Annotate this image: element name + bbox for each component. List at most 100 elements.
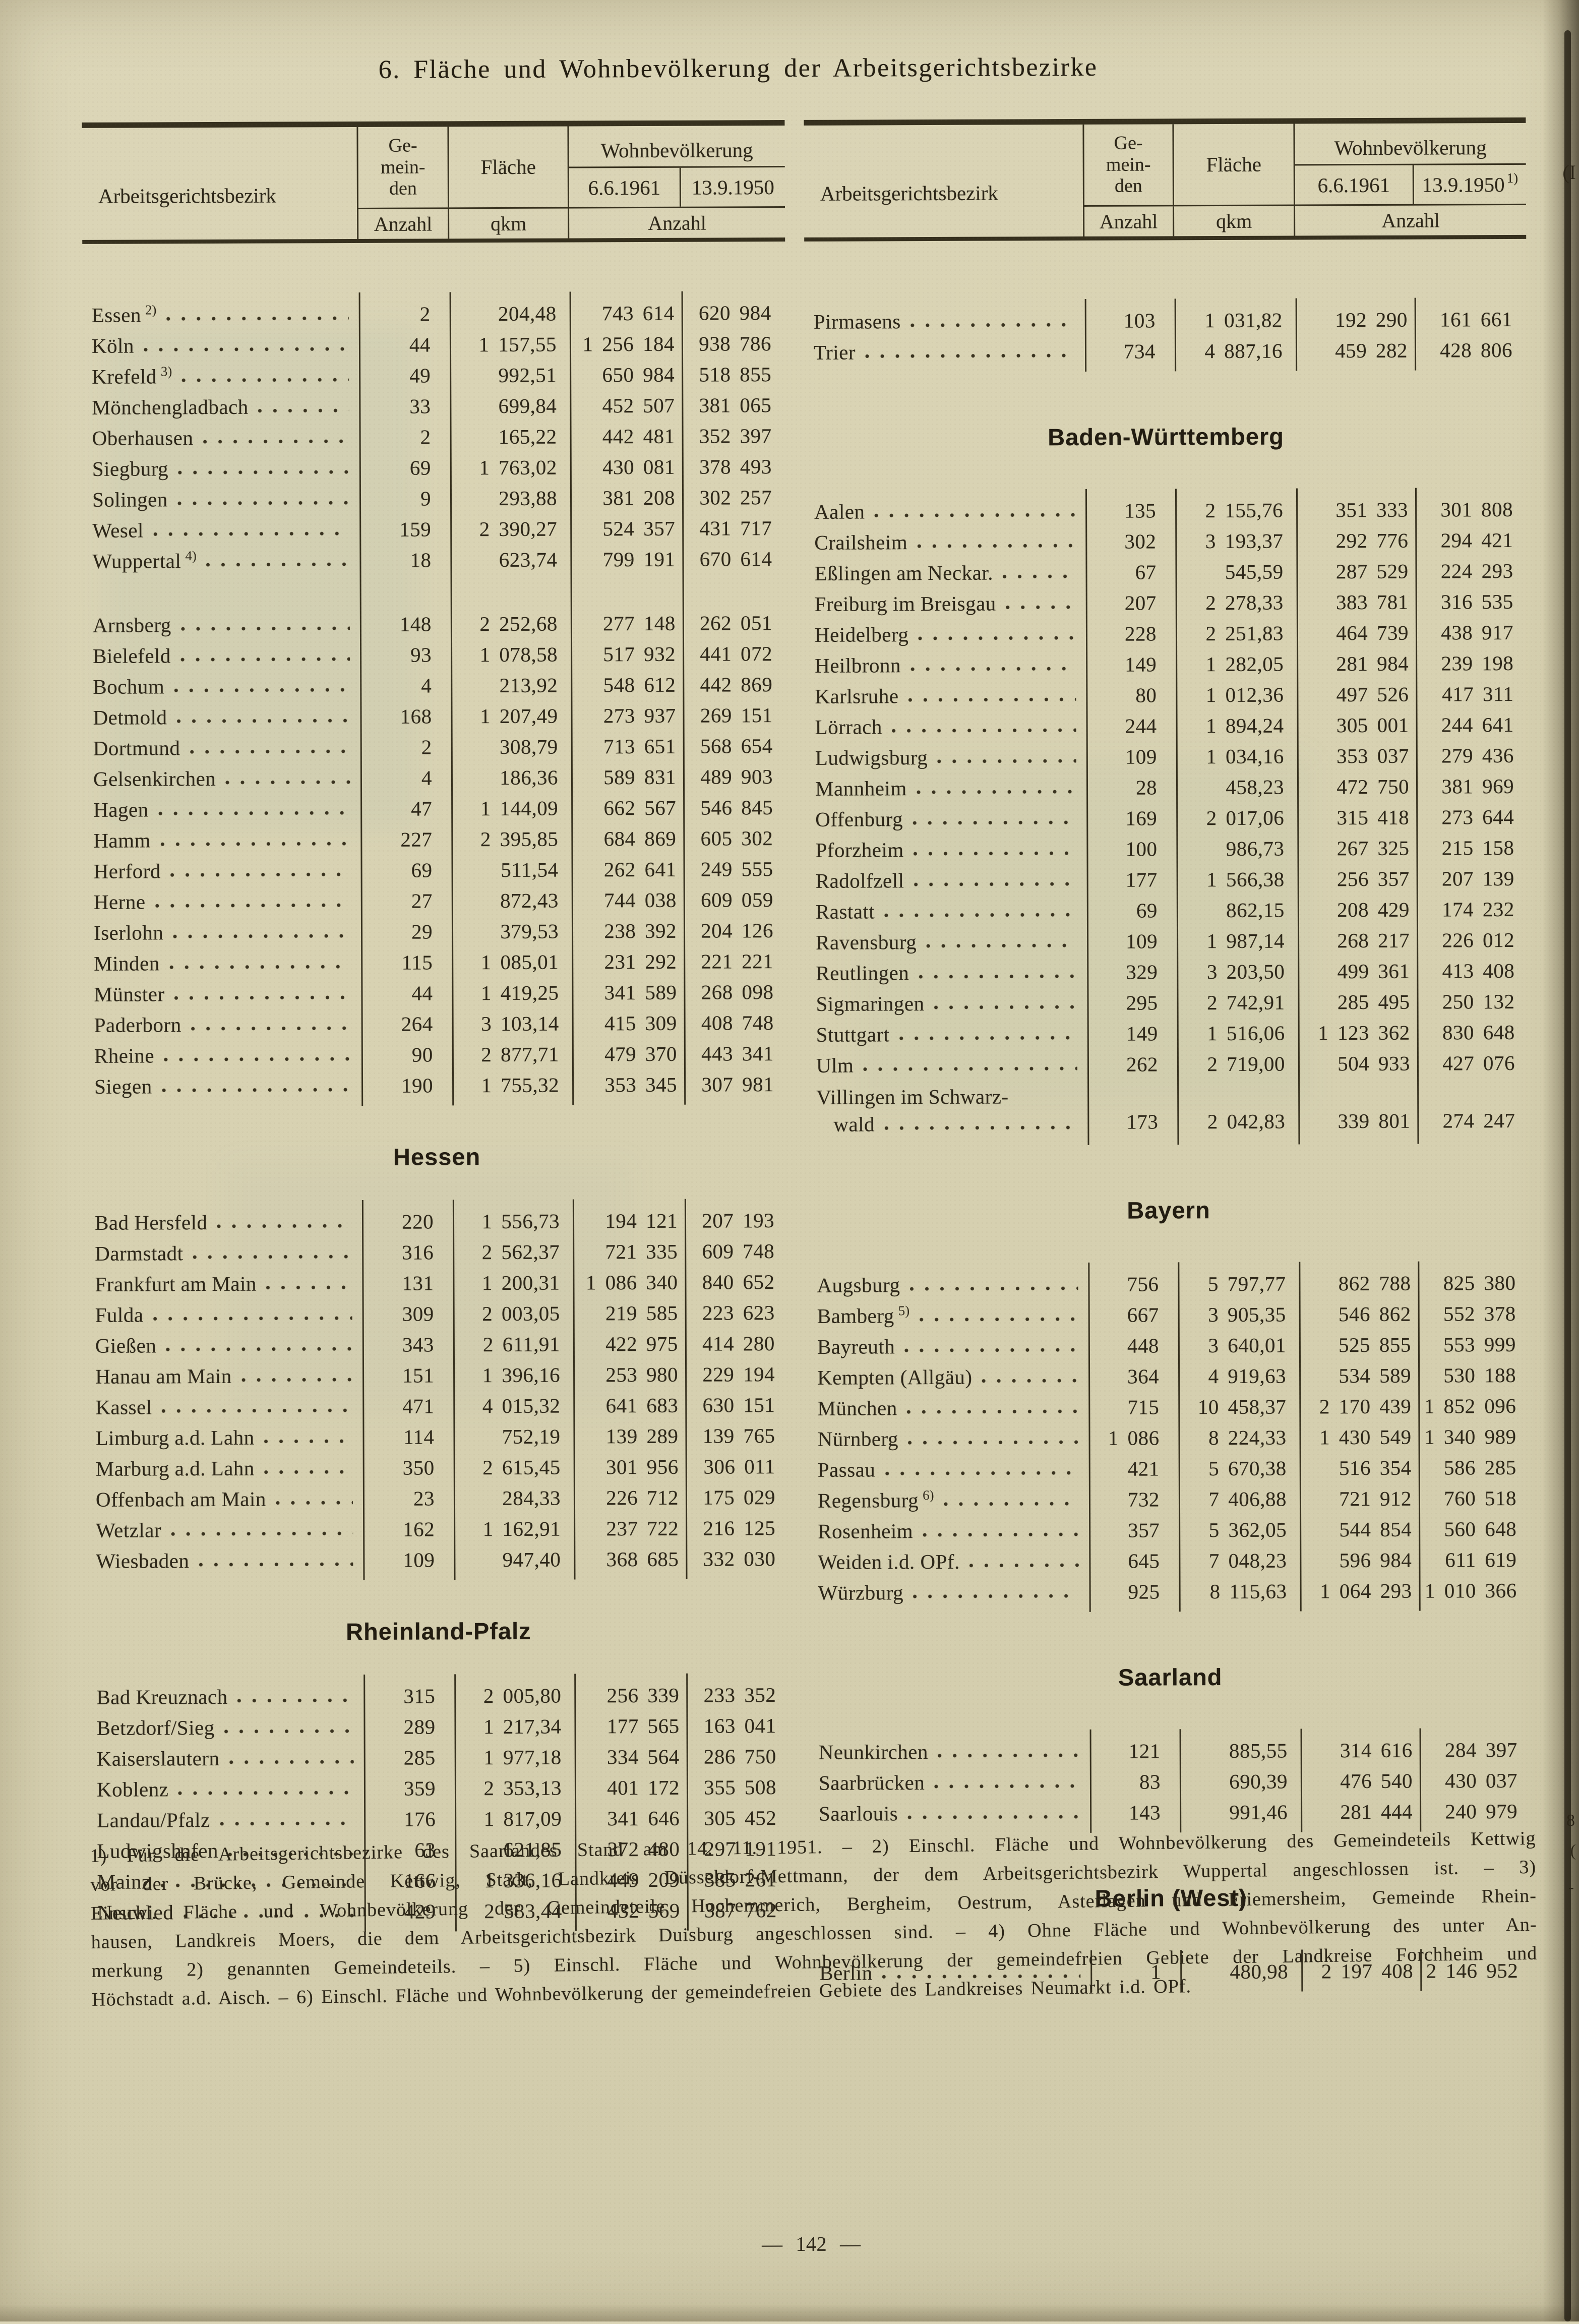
population-1961: 287 529 xyxy=(1335,559,1409,583)
table-row: Gießen 343 2 611,91 422 975 414 280 xyxy=(86,1328,789,1361)
area-qkm: 2 390,27 xyxy=(479,517,558,541)
area-qkm: 1 755,32 xyxy=(481,1073,560,1097)
district-name-text: Augsburg xyxy=(817,1273,900,1297)
page-title: 6. Fläche und Wohnbevölkerung der Arbeit… xyxy=(378,52,1098,84)
edge-text-fragment: 8 xyxy=(1566,1811,1575,1830)
table-row: München 715 10 458,37 2 170 439 1 852 096 xyxy=(808,1390,1530,1423)
district-name-text: Wiesbaden xyxy=(96,1548,190,1573)
dot-leader xyxy=(190,1025,351,1032)
column-label-line: Ge- xyxy=(1114,132,1143,154)
table-row: Pirmasens 103 1 031,82 192 290 161 661 xyxy=(805,304,1527,337)
district-name-text: Siegen xyxy=(94,1074,152,1098)
population-1950: 355 508 xyxy=(704,1775,777,1799)
municipality-count: 143 xyxy=(1129,1800,1161,1824)
population-1961: 353 345 xyxy=(604,1072,678,1096)
district-name-text: wald xyxy=(833,1112,875,1136)
district-name-text: Koblenz xyxy=(96,1777,169,1801)
table-row: Iserlohn 29 379,53 238 392 204 126 xyxy=(85,915,787,948)
municipality-count: 350 xyxy=(402,1455,435,1479)
population-1961: 546 862 xyxy=(1338,1302,1411,1326)
population-1950: 428 806 xyxy=(1440,338,1513,362)
area-qkm: 1 396,16 xyxy=(482,1363,561,1387)
population-1961: 238 392 xyxy=(604,919,677,942)
district-name: Rosenheim xyxy=(809,1518,1089,1543)
district-name-text: Heilbronn xyxy=(815,653,901,677)
municipality-count: 47 xyxy=(411,796,433,820)
municipality-count: 169 xyxy=(1125,806,1158,830)
district-name: Frankfurt am Main xyxy=(86,1271,362,1296)
district-name: Ulm xyxy=(807,1052,1087,1077)
area-qkm: 3 203,50 xyxy=(1206,960,1285,983)
municipality-count: 148 xyxy=(399,612,432,636)
population-date-columns: 6.6.1961 13.9.1950 1) xyxy=(1295,165,1526,205)
population-1961: 301 956 xyxy=(605,1455,679,1478)
population-1950: 224 293 xyxy=(1440,559,1513,582)
population-1950: 301 808 xyxy=(1440,497,1513,521)
dot-leader xyxy=(904,1346,1078,1353)
dot-leader xyxy=(192,1253,352,1260)
column-label-line: mein- xyxy=(380,156,426,178)
table-row: Mönchengladbach 33 699,84 452 507 381 065 xyxy=(83,389,785,423)
table-row: Betzdorf/Sieg 289 1 217,34 177 565 163 041 xyxy=(87,1710,790,1743)
dot-leader xyxy=(143,345,349,352)
area-qkm: 2 395,85 xyxy=(480,827,559,851)
district-name: Aalen xyxy=(805,498,1085,523)
table-row: Essen 2) 2 204,48 743 614 620 984 xyxy=(83,297,785,330)
dot-leader xyxy=(236,1697,354,1704)
page-number: — 142 — xyxy=(762,2232,861,2256)
table-row: Kassel 471 4 015,32 641 683 630 151 xyxy=(86,1389,789,1422)
municipality-count: 69 xyxy=(411,858,433,882)
district-name: Betzdorf/Sieg xyxy=(87,1714,363,1740)
population-1961: 544 854 xyxy=(1339,1517,1412,1541)
district-name: Pforzheim xyxy=(806,837,1086,862)
population-1950: 546 845 xyxy=(700,795,773,819)
district-name-text: Paderborn xyxy=(94,1012,181,1037)
population-1950: 417 311 xyxy=(1442,682,1514,705)
dot-leader xyxy=(263,1438,353,1445)
population-1961: 351 333 xyxy=(1335,498,1409,521)
edge-text-fragment: (I xyxy=(1562,161,1576,184)
district-name-text: Detmold xyxy=(93,705,167,729)
population-1961: 476 540 xyxy=(1340,1769,1413,1793)
population-1950: 262 051 xyxy=(700,611,772,635)
district-name-text: Minden xyxy=(94,951,160,975)
district-name-text: Köln xyxy=(91,334,135,357)
population-1961: 721 912 xyxy=(1339,1486,1412,1510)
table-row: Köln 44 1 157,55 1 256 184 938 786 xyxy=(83,328,785,361)
population-1961: 208 429 xyxy=(1337,898,1410,921)
district-name-text: Mannheim xyxy=(815,776,907,800)
table-row: Dortmund 2 308,79 713 651 568 654 xyxy=(84,730,787,763)
municipality-count: 177 xyxy=(1125,867,1158,891)
column-group-population: Wohnbevölkerung 6.6.1961 13.9.1950 xyxy=(569,126,785,207)
dot-leader xyxy=(918,634,1076,641)
column-label-area: Fläche xyxy=(1174,124,1295,205)
district-name: Passau xyxy=(809,1456,1089,1481)
municipality-count: 357 xyxy=(1128,1518,1160,1542)
population-1961: 285 495 xyxy=(1337,990,1410,1014)
district-name-text: Mönchengladbach xyxy=(92,395,249,419)
column-group-population: Wohnbevölkerung 6.6.1961 13.9.1950 1) xyxy=(1295,123,1526,205)
district-name-text: Karlsruhe xyxy=(815,684,899,708)
column-label-line: den xyxy=(389,177,417,200)
district-name: Kassel xyxy=(86,1394,362,1419)
population-1961: 267 325 xyxy=(1337,836,1410,860)
population-1950: 552 378 xyxy=(1443,1301,1516,1325)
area-qkm: 4 015,32 xyxy=(482,1394,561,1417)
municipality-count: 29 xyxy=(411,919,433,943)
population-1950: 352 397 xyxy=(699,424,772,448)
municipality-count: 471 xyxy=(402,1394,435,1418)
population-1961: 192 290 xyxy=(1334,308,1408,331)
column-label-date-1961: 6.6.1961 xyxy=(1295,165,1414,205)
population-1961: 415 309 xyxy=(604,1011,677,1035)
table-row: Mannheim 28 458,23 472 750 381 969 xyxy=(806,770,1528,804)
population-1961: 339 801 xyxy=(1338,1109,1411,1133)
table-row: Minden 115 1 085,01 231 292 221 221 xyxy=(85,945,787,979)
municipality-count: 262 xyxy=(1126,1052,1159,1076)
table-row: Limburg a.d. Lahn 114 752,19 139 289 139 765 xyxy=(86,1420,789,1453)
district-name: Münster xyxy=(85,981,361,1006)
municipality-count: 359 xyxy=(403,1776,436,1800)
population-1950: 553 999 xyxy=(1443,1332,1516,1356)
area-qkm: 2 017,06 xyxy=(1206,806,1285,829)
population-1950: 268 098 xyxy=(701,980,774,1004)
area-qkm: 991,46 xyxy=(1229,1800,1288,1824)
